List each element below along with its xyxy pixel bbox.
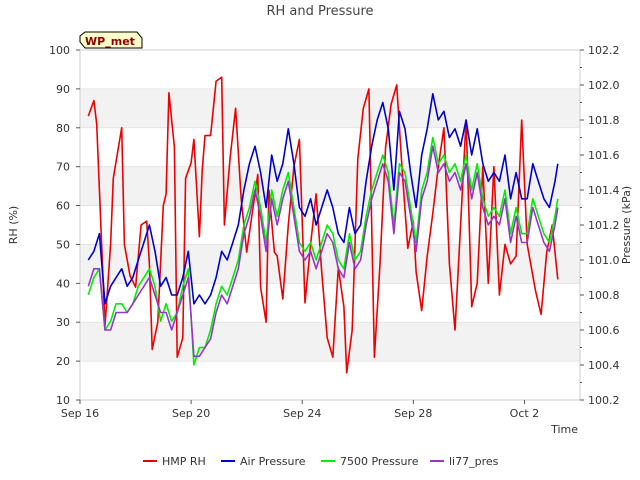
- site-badge-box: [79, 31, 143, 49]
- legend-label: 7500 Pressure: [340, 455, 419, 468]
- series-line: [87, 76, 559, 374]
- y2-tick-label: 101.2: [588, 219, 620, 232]
- y2-tick-label: 101.8: [588, 114, 620, 127]
- y-tick-label: 40: [56, 277, 70, 290]
- grid-band: [80, 88, 580, 128]
- y2-tick-label: 102.2: [588, 44, 620, 57]
- chart-title: RH and Pressure: [266, 4, 373, 19]
- y-tick-label: 20: [56, 355, 70, 368]
- y-tick-label: 60: [56, 200, 70, 213]
- series-line: [87, 145, 559, 358]
- series-line: [87, 93, 559, 305]
- legend-label: HMP RH: [162, 455, 206, 468]
- x-tick-label: Sep 16: [61, 407, 99, 420]
- x-tick-label: Oct 2: [510, 407, 540, 420]
- legend-label: Air Pressure: [240, 455, 306, 468]
- x-tick-label: Sep 20: [172, 407, 210, 420]
- y-tick-label: 70: [56, 161, 70, 174]
- axes: 10 20 30 40 50 60 70 80 90 100 100.2 100.4 100.6 100.…: [49, 44, 620, 420]
- grid-band: [80, 322, 580, 362]
- x-axis-label: Time: [550, 423, 578, 436]
- site-badge: WP_met: [79, 31, 143, 49]
- y-tick-label: 30: [56, 316, 70, 329]
- y-axis-label: RH (%): [7, 206, 20, 244]
- legend-label: li77_pres: [449, 455, 499, 468]
- y2-axis-label: Pressure (kPa): [620, 186, 633, 264]
- y2-tick-label: 100.8: [588, 289, 620, 302]
- y2-tick-label: 101.6: [588, 149, 620, 162]
- y-tick-label: 90: [56, 83, 70, 96]
- y-tick-label: 100: [49, 44, 70, 57]
- series-layer: [87, 76, 559, 374]
- y2-tick-label: 100.2: [588, 394, 620, 407]
- grid-band: [80, 244, 580, 284]
- y2-tick-label: 100.4: [588, 359, 620, 372]
- y-tick-label: 10: [56, 394, 70, 407]
- y2-tick-label: 102.0: [588, 79, 620, 92]
- y2-tick-label: 101.4: [588, 184, 620, 197]
- x-tick-label: Sep 24: [283, 407, 321, 420]
- x-tick-label: Sep 28: [394, 407, 432, 420]
- legend: HMP RH Air Pressure 7500 Pressure li77_pres: [143, 455, 499, 468]
- site-badge-label: WP_met: [85, 35, 135, 48]
- y2-tick-label: 101.0: [588, 254, 620, 267]
- y2-tick-label: 100.6: [588, 324, 620, 337]
- y-tick-label: 80: [56, 122, 70, 135]
- series-line: [87, 136, 559, 366]
- y-tick-label: 50: [56, 238, 70, 251]
